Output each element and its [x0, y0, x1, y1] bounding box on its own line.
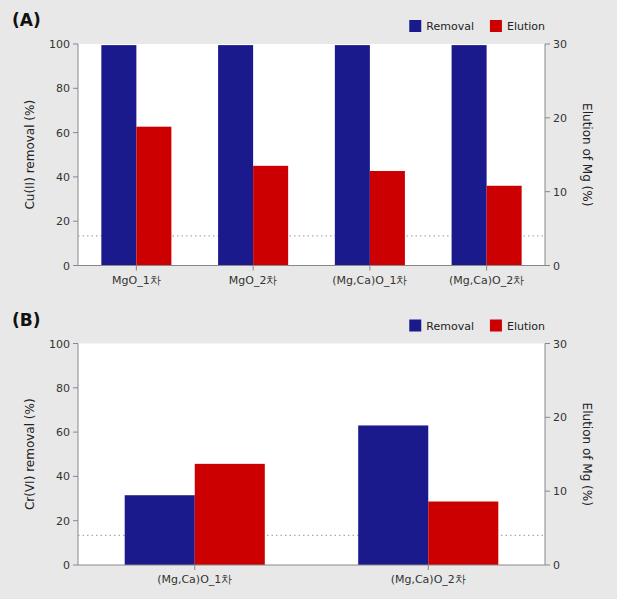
y2-tick	[545, 417, 550, 418]
panel-label: (B)	[12, 310, 41, 330]
y-tick-label: 80	[56, 82, 70, 95]
y2-tick	[545, 565, 550, 566]
y-tick-label: 40	[56, 171, 70, 184]
y2-tick-label: 30	[553, 338, 567, 351]
y-tick	[73, 44, 78, 45]
bar	[487, 186, 522, 266]
plot-area	[78, 344, 545, 566]
bar	[136, 127, 171, 266]
legend-swatch	[490, 320, 502, 332]
y2-tick-label: 10	[553, 485, 567, 498]
x-tick	[369, 266, 370, 271]
x-tick	[253, 266, 254, 271]
bar	[125, 495, 195, 565]
y-tick	[73, 432, 78, 433]
y2-tick-label: 0	[553, 260, 560, 273]
panel: 0 20 40 60 80 100 0 10 20 30 MgO_1차 MgO_2차 (Mg,Ca)O_…	[12, 10, 594, 287]
y-tick	[73, 565, 78, 566]
x-tick	[136, 266, 137, 271]
y-tick-label: 20	[56, 215, 70, 228]
x-tick-label: (Mg,Ca)O_1차	[332, 274, 407, 287]
x-tick	[428, 565, 429, 570]
bar	[452, 45, 487, 265]
bar	[370, 171, 405, 266]
legend: Removal Elution	[409, 320, 545, 333]
y2-tick-label: 20	[553, 411, 567, 424]
legend-item: Elution	[490, 320, 545, 333]
marks	[78, 425, 545, 565]
x-tick-label: (Mg,Ca)O_2차	[391, 573, 466, 586]
y2-tick	[545, 191, 550, 192]
y-tick	[73, 343, 78, 344]
y-tick-label: 0	[63, 559, 70, 572]
y-tick	[73, 265, 78, 266]
legend-item: Removal	[409, 20, 474, 33]
y2-tick	[545, 343, 550, 344]
bar	[218, 45, 253, 265]
y2-tick-label: 20	[553, 112, 567, 125]
y-tick	[73, 132, 78, 133]
x-tick-label: (Mg,Ca)O_2차	[449, 274, 524, 287]
legend-swatch	[409, 20, 421, 32]
y2-tick-label: 30	[553, 38, 567, 51]
y-tick	[73, 88, 78, 89]
legend-item: Elution	[490, 20, 545, 33]
chart: 0204060801000102030MgO_1차MgO_2차(Mg,Ca)O_…	[0, 0, 617, 599]
y-tick-label: 0	[63, 260, 70, 273]
y2-tick	[545, 265, 550, 266]
legend-label: Elution	[507, 320, 545, 333]
y-axis-line	[78, 344, 79, 566]
legend-swatch	[409, 320, 421, 332]
y-tick-label: 60	[56, 127, 70, 140]
y-axis-label: Cr(VI) removal (%)	[23, 398, 37, 510]
legend-swatch	[490, 20, 502, 32]
legend-label: Elution	[507, 20, 545, 33]
y-axis-line	[78, 44, 79, 266]
y2-axis-line	[545, 44, 546, 266]
y-tick-label: 100	[49, 38, 70, 51]
panel-label: (A)	[12, 10, 41, 30]
legend-label: Removal	[426, 320, 474, 333]
y2-tick	[545, 117, 550, 118]
x-tick	[194, 565, 195, 570]
y2-tick-label: 10	[553, 186, 567, 199]
y-tick	[73, 387, 78, 388]
bar	[253, 166, 288, 266]
x-axis-line	[78, 565, 545, 566]
y-tick-label: 60	[56, 426, 70, 439]
x-axis-line	[78, 265, 545, 266]
x-tick	[486, 266, 487, 271]
y2-tick	[545, 491, 550, 492]
y-tick	[73, 476, 78, 477]
x-tick-label: MgO_2차	[229, 274, 278, 287]
marks	[78, 45, 545, 265]
x-tick-label: MgO_1차	[112, 274, 161, 287]
y-tick-label: 40	[56, 470, 70, 483]
bar	[195, 464, 265, 565]
legend-label: Removal	[426, 20, 474, 33]
x-tick-label: (Mg,Ca)O_1차	[157, 573, 232, 586]
background	[0, 0, 617, 599]
bar	[428, 502, 498, 565]
bar	[101, 45, 136, 265]
legend: Removal Elution	[409, 20, 545, 33]
y-tick-label: 80	[56, 382, 70, 395]
y-tick-label: 20	[56, 515, 70, 528]
y2-tick	[545, 44, 550, 45]
y-tick	[73, 176, 78, 177]
legend-item: Removal	[409, 320, 474, 333]
y2-axis-label: Elution of Mg (%)	[580, 403, 594, 506]
y2-axis-line	[545, 344, 546, 566]
y-tick-label: 100	[49, 338, 70, 351]
panel: 0 20 40 60 80 100 0 10 20 30 (Mg,Ca)O_1차 (Mg,Ca)O_2…	[12, 310, 594, 587]
y-tick	[73, 520, 78, 521]
page: {"chart_data": [ {"type": "bar", "title"…	[0, 0, 617, 599]
y2-axis-label: Elution of Mg (%)	[580, 103, 594, 206]
y-tick	[73, 221, 78, 222]
y2-tick-label: 0	[553, 559, 560, 572]
plot-area	[78, 44, 545, 266]
bar	[335, 45, 370, 265]
bar	[358, 425, 428, 565]
y-axis-label: Cu(II) removal (%)	[23, 100, 37, 210]
